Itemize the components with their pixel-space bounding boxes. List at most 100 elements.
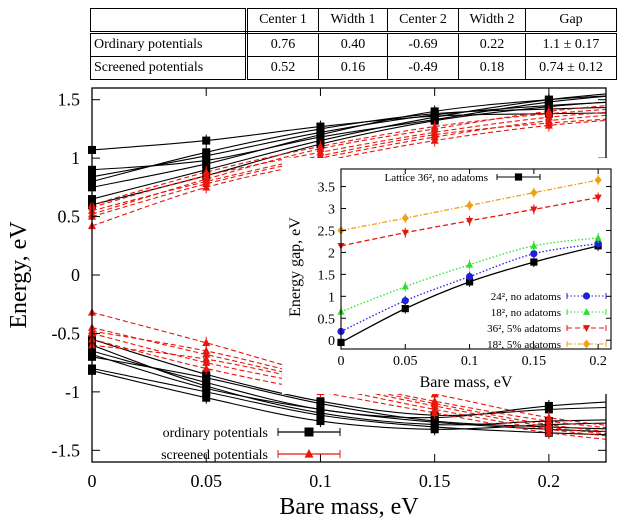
screened-fit-curve xyxy=(92,105,606,215)
inset-x-tick-label: 0 xyxy=(338,354,345,369)
screened-data-point xyxy=(430,396,439,405)
screened-fit-curve xyxy=(92,311,606,426)
inset-legend-label: 18², no adatoms xyxy=(491,307,561,319)
screened-data-point xyxy=(430,122,439,130)
screened-fit-curve xyxy=(92,338,606,440)
table-row-label: Ordinary potentials xyxy=(90,32,248,57)
ordinary-data-point xyxy=(430,418,439,427)
inset-y-tick-label: 2.5 xyxy=(318,224,336,239)
screened-data-point xyxy=(202,182,211,191)
inset-data-point xyxy=(465,260,474,268)
ordinary-data-point xyxy=(430,425,439,434)
table-cell: -0.69 xyxy=(387,32,459,57)
y-tick-label: -1.5 xyxy=(52,440,81,460)
inset-data-point xyxy=(401,297,409,305)
inset-y-axis-label: Energy gap, eV xyxy=(287,217,304,317)
table-cell: 0.22 xyxy=(458,32,526,57)
inset-data-point xyxy=(530,258,538,266)
inset-data-point xyxy=(530,241,538,249)
screened-data-point xyxy=(202,354,211,363)
screened-fit-curve xyxy=(92,108,606,206)
inset-y-tick-label: 2 xyxy=(328,246,335,261)
screened-fit-curve xyxy=(92,114,606,218)
y-tick-label: 0.5 xyxy=(58,207,81,227)
ordinary-data-point xyxy=(202,156,211,165)
ordinary-fit-curve xyxy=(92,353,606,433)
inset-data-point xyxy=(594,194,602,202)
inset-legend-marker xyxy=(582,308,591,315)
table-cell: -0.49 xyxy=(387,56,459,80)
screened-fit-curve xyxy=(92,118,606,212)
ordinary-data-point xyxy=(316,397,325,406)
x-tick-label: 0.05 xyxy=(190,471,222,491)
table-cell: 0.74 ± 0.12 xyxy=(525,56,617,80)
inset-data-point xyxy=(465,272,474,281)
screened-data-point xyxy=(316,142,325,150)
screened-data-point xyxy=(430,408,439,417)
ordinary-data-point xyxy=(202,393,211,402)
screened-fit-curve xyxy=(92,332,606,437)
ordinary-fit-curve xyxy=(92,356,606,430)
screened-data-point xyxy=(202,346,211,355)
x-axis-label: Bare mass, eV xyxy=(279,494,419,520)
ordinary-data-point xyxy=(316,122,325,131)
inset-plot-frame xyxy=(340,168,612,350)
ordinary-data-point xyxy=(202,136,211,145)
y-tick-label: -1 xyxy=(65,382,80,402)
y-tick-label: -0.5 xyxy=(52,323,81,343)
screened-data-point xyxy=(202,338,211,346)
inset-background xyxy=(282,158,612,394)
table-cell: 1.1 ± 0.17 xyxy=(525,32,617,57)
inset-data-point xyxy=(530,188,538,198)
inset-data-point xyxy=(594,233,602,241)
inset-legend-label: 24², no adatoms xyxy=(491,291,561,303)
inset-data-point xyxy=(594,240,602,248)
table-header: Center 2 xyxy=(387,8,459,34)
inset-y-tick-label: 1 xyxy=(328,290,335,305)
inset-x-tick-label: 0.1 xyxy=(461,354,479,369)
inset-x-tick-label: 0.15 xyxy=(522,354,547,369)
inset-data-point xyxy=(401,305,409,313)
inset-y-tick-label: 1.5 xyxy=(318,268,336,283)
inset-legend-marker xyxy=(514,173,523,181)
inset-legend-label: 18², 5% adatoms xyxy=(487,339,561,351)
table-header: Width 1 xyxy=(318,8,388,34)
ordinary-data-point xyxy=(202,148,211,157)
parameter-table: Center 1 Width 1 Center 2 Width 2 Gap Or… xyxy=(90,8,617,80)
inset-data-point xyxy=(401,229,409,237)
screened-data-point xyxy=(202,364,211,372)
inset-data-point xyxy=(594,175,602,185)
inset-data-point xyxy=(401,213,409,223)
inset-legend-label: 36², 5% adatoms xyxy=(487,323,561,335)
ordinary-data-point xyxy=(202,384,211,393)
ordinary-fit-curve xyxy=(92,95,606,171)
screened-data-point xyxy=(202,167,211,176)
ordinary-data-point xyxy=(316,405,325,414)
inset-y-tick-label: 3.5 xyxy=(318,181,336,196)
inset-data-point xyxy=(401,282,409,290)
ordinary-fit-curve xyxy=(92,367,606,436)
inset-data-point xyxy=(465,217,474,225)
screened-fit-curve xyxy=(92,111,606,208)
x-tick-label: 0.1 xyxy=(309,471,332,491)
inset-data-point xyxy=(465,201,474,210)
screened-fit-curve xyxy=(92,119,606,227)
ordinary-data-point xyxy=(316,133,325,142)
x-tick-label: 0.2 xyxy=(538,471,561,491)
ordinary-fit-curve xyxy=(92,344,606,426)
inset-chart: 0 0.05 0.1 0.15 0.2 0 0.5 1 1.5 2 2.5 3 3.5 Bare mass… xyxy=(282,158,612,394)
screened-fit-curve xyxy=(92,344,606,435)
inset-x-axis-label: Bare mass, eV xyxy=(420,374,513,391)
x-tick-label: 0.15 xyxy=(419,471,451,491)
y-tick-label: 1 xyxy=(71,148,80,168)
legend-label: screened potentials xyxy=(161,448,268,463)
x-tick-label: 0 xyxy=(88,471,97,491)
main-legend: ordinary potentials screened potentials xyxy=(161,426,341,463)
y-tick-label: 0 xyxy=(71,265,80,285)
inset-data-point xyxy=(530,250,538,258)
table-header: Gap xyxy=(525,8,617,34)
inset-x-tick-label: 0.05 xyxy=(393,354,418,369)
legend-marker xyxy=(304,449,314,458)
inset-data-point xyxy=(465,278,474,286)
